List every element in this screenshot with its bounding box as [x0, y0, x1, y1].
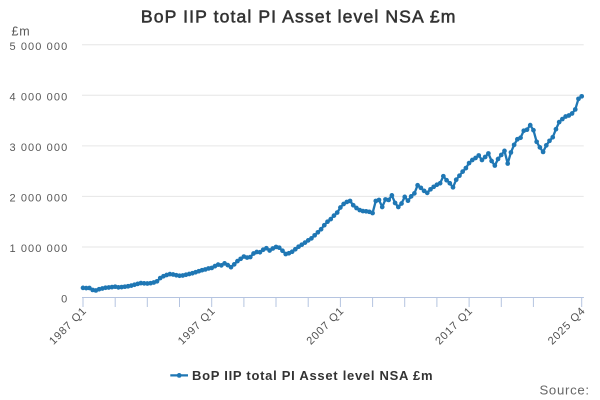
svg-text:2 000 000: 2 000 000: [9, 192, 68, 204]
svg-text:3 000 000: 3 000 000: [9, 142, 68, 154]
svg-text:5 000 000: 5 000 000: [9, 41, 68, 53]
svg-text:BoP IIP total PI Asset level N: BoP IIP total PI Asset level NSA £m: [192, 368, 433, 383]
svg-text:BoP IIP total PI Asset level N: BoP IIP total PI Asset level NSA £m: [141, 6, 457, 26]
svg-text:4 000 000: 4 000 000: [9, 91, 68, 103]
svg-text:Source:: Source:: [539, 383, 589, 398]
svg-text:0: 0: [61, 294, 68, 306]
svg-text:1 000 000: 1 000 000: [9, 243, 68, 255]
svg-text:£m: £m: [12, 25, 31, 39]
